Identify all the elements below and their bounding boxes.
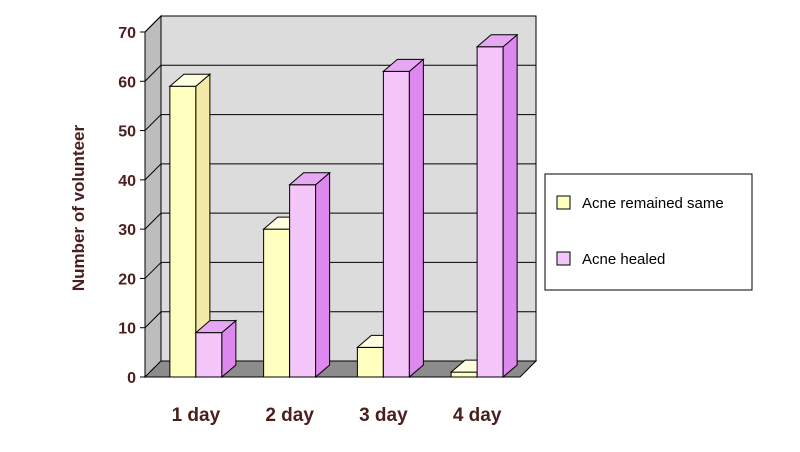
bars (168, 33, 519, 379)
bar-top (475, 34, 519, 48)
bar-side (502, 33, 518, 379)
y-axis-label: Number of volunteer (69, 125, 88, 292)
x-tick-label: 2 day (265, 405, 314, 426)
bar-front (289, 184, 317, 378)
gridline-side (144, 15, 162, 33)
bar-side (408, 58, 424, 379)
plot-side-wall (144, 14, 162, 379)
bar-top (168, 73, 212, 87)
y-tick-label: 40 (118, 173, 136, 190)
y-tick-labels: 0 10 20 30 40 50 60 70 (118, 25, 136, 387)
plot-background (143, 14, 538, 379)
bar-front (382, 70, 410, 378)
bar (288, 171, 331, 379)
gridline-side (144, 163, 162, 181)
bar (194, 319, 238, 379)
bar-front (195, 332, 223, 378)
y-tick-label: 50 (118, 124, 136, 141)
bar-front (476, 46, 504, 378)
legend-label: Acne healed (582, 251, 665, 268)
x-tick-labels: 1 day 2 day 3 day 4 day (172, 405, 502, 426)
bar-top (382, 58, 425, 72)
y-tick-label: 30 (118, 222, 136, 239)
legend-label: Acne remained same (582, 195, 724, 212)
legend: Acne remained same Acne healed (544, 173, 753, 291)
axes (140, 31, 146, 378)
gridline-side (144, 114, 162, 131)
bar-side (315, 171, 331, 379)
bar-top (288, 172, 331, 186)
gridline-side (144, 311, 162, 329)
gridlines (144, 15, 536, 329)
gridline-side (144, 64, 162, 82)
bar-front (356, 346, 384, 378)
x-tick-label: 4 day (453, 405, 502, 426)
y-tick-label: 0 (127, 370, 136, 387)
bar-front (169, 85, 197, 378)
bar-top (194, 320, 238, 334)
gridline-side (144, 212, 162, 230)
bar-front (450, 371, 478, 378)
bar (382, 58, 425, 379)
x-tick-label: 1 day (172, 405, 221, 426)
legend-swatch (556, 195, 571, 210)
x-tick-label: 3 day (359, 405, 408, 426)
bar-front (263, 228, 291, 378)
legend-box (544, 173, 753, 291)
y-tick-label: 20 (118, 271, 136, 288)
bar (475, 33, 519, 379)
gridline-side (144, 262, 162, 279)
y-tick-label: 60 (118, 74, 136, 91)
y-tick-label: 10 (118, 321, 136, 338)
y-tick-label: 70 (118, 25, 136, 42)
legend-swatch (556, 251, 571, 266)
